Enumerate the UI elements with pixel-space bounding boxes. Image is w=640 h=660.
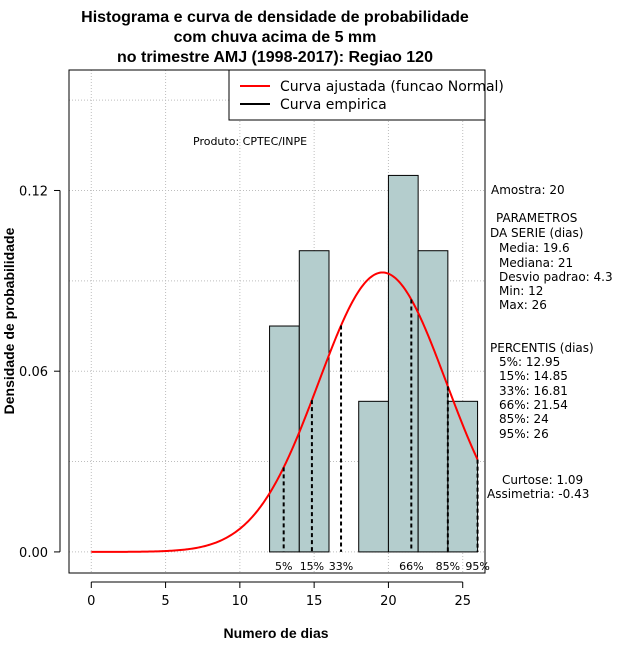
stat-sd: Desvio padrao: 4.3 xyxy=(499,270,613,284)
stat-skewness: Assimetria: -0.43 xyxy=(487,487,589,501)
x-tick-label: 25 xyxy=(454,594,471,609)
chart-title-line-2: com chuva acima de 5 mm xyxy=(174,29,377,46)
x-tick-label: 15 xyxy=(306,594,323,609)
percentile-label: 5% xyxy=(275,560,292,573)
y-tick-label: 0.12 xyxy=(19,184,48,199)
y-axis-title: Densidade de probabilidade xyxy=(1,227,17,414)
legend-fitted-label: Curva ajustada (funcao Normal) xyxy=(280,79,504,95)
legend-box xyxy=(228,69,486,121)
stat-min: Min: 12 xyxy=(499,284,543,298)
product-label: Produto: CPTEC/INPE xyxy=(193,135,307,148)
chart-title-line-1: Histograma e curva de densidade de proba… xyxy=(81,9,469,26)
percentile-label: 15% xyxy=(300,560,324,573)
stat-kurtosis: Curtose: 1.09 xyxy=(502,473,583,487)
normal-curve-layer xyxy=(91,271,479,553)
params-title-2: DA SERIE (dias) xyxy=(490,226,583,240)
histogram-bars xyxy=(269,174,479,553)
percentile-lines: 5% 15% 33% 66% 85% 95% xyxy=(275,299,490,573)
stats-panel: Amostra: 20 PARAMETROS DA SERIE (dias) M… xyxy=(487,183,613,501)
histogram-bar xyxy=(298,250,330,553)
stat-p15: 15%: 14.85 xyxy=(499,369,568,383)
normal-curve xyxy=(91,271,479,553)
stat-mean: Media: 19.6 xyxy=(499,241,570,255)
percentile-label: 33% xyxy=(329,560,353,573)
x-tick-label: 5 xyxy=(161,594,169,609)
y-tick-label: 0.00 xyxy=(19,546,48,561)
x-tick-label: 0 xyxy=(87,594,95,609)
axes: 0 5 10 15 20 25 0.00 0.06 0.12 xyxy=(19,184,471,609)
histogram-bar xyxy=(387,174,419,553)
histogram-bar xyxy=(269,325,300,553)
stat-max: Max: 26 xyxy=(499,298,547,312)
stat-p66: 66%: 21.54 xyxy=(499,398,568,412)
percentiles-title: PERCENTIS (dias) xyxy=(490,341,594,355)
legend-empirical-label: Curva empirica xyxy=(280,97,387,113)
chart-title-line-3: no trimestre AMJ (1998-2017): Regiao 120 xyxy=(117,49,433,66)
percentile-label: 66% xyxy=(399,560,423,573)
histogram-bar xyxy=(417,250,449,553)
legend: Curva ajustada (funcao Normal) Curva emp… xyxy=(228,69,504,121)
stat-p5: 5%: 12.95 xyxy=(499,355,560,369)
x-tick-label: 20 xyxy=(380,594,397,609)
stat-median: Mediana: 21 xyxy=(499,256,573,270)
percentile-label: 95% xyxy=(465,560,489,573)
histogram-bar xyxy=(358,400,389,553)
stat-p85: 85%: 24 xyxy=(499,412,549,426)
percentile-label: 85% xyxy=(436,560,460,573)
x-tick-label: 10 xyxy=(232,594,249,609)
stat-p95: 95%: 26 xyxy=(499,427,549,441)
x-axis-title: Numero de dias xyxy=(223,625,328,641)
sample-size: Amostra: 20 xyxy=(491,183,565,197)
stat-p33: 33%: 16.81 xyxy=(499,384,568,398)
params-title-1: PARAMETROS xyxy=(496,211,577,225)
y-tick-label: 0.06 xyxy=(19,365,48,380)
